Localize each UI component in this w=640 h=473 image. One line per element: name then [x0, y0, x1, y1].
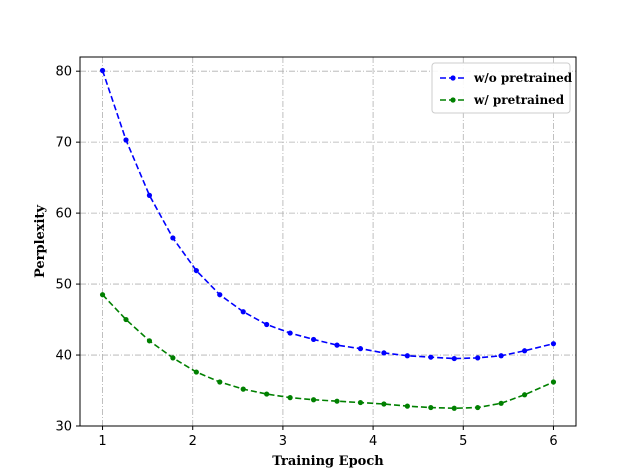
data-point — [240, 386, 246, 392]
series-w-o-pretrained — [99, 67, 557, 362]
y-tick-label: 30 — [55, 420, 72, 435]
data-point — [123, 137, 129, 143]
data-point — [357, 399, 364, 406]
data-point — [521, 348, 528, 354]
x-tick-label: 5 — [459, 434, 467, 449]
data-point — [264, 391, 270, 397]
legend-box — [431, 62, 571, 114]
data-point — [123, 316, 129, 323]
data-point — [146, 338, 153, 344]
x-tick-label: 2 — [189, 434, 197, 449]
data-point — [99, 292, 106, 298]
data-point — [193, 369, 199, 375]
legend: w/o pretrained w/ pretrained — [431, 62, 573, 114]
data-point — [475, 404, 481, 411]
data-point — [217, 379, 223, 385]
legend-swatch-marker — [450, 97, 456, 103]
series-line — [101, 294, 554, 410]
y-tick-label: 50 — [55, 278, 72, 293]
y-tick-label: 70 — [55, 136, 72, 151]
data-point — [451, 355, 457, 362]
x-axis-title: Training Epoch — [272, 454, 384, 469]
series-layer — [99, 67, 557, 411]
data-point — [428, 354, 434, 360]
data-point — [334, 398, 340, 404]
data-point — [381, 350, 387, 356]
legend-label: w/ pretrained — [473, 93, 565, 107]
data-point — [217, 292, 223, 298]
y-tick-label: 40 — [55, 349, 72, 364]
legend-label: w/o pretrained — [473, 71, 573, 85]
data-point — [287, 395, 293, 401]
data-point — [381, 401, 387, 407]
data-point — [404, 403, 410, 409]
data-point — [264, 321, 270, 328]
data-point — [310, 336, 317, 343]
x-tick-label: 6 — [549, 434, 557, 449]
data-point — [193, 267, 199, 274]
data-point — [451, 405, 457, 411]
x-tick-label: 1 — [98, 434, 106, 449]
legend-swatch-marker — [450, 75, 456, 81]
data-point — [146, 192, 153, 198]
series-line — [101, 70, 554, 360]
data-point — [357, 346, 364, 352]
legend-item-w-o-pretrained: w/o pretrained — [440, 71, 573, 85]
data-point — [310, 397, 317, 403]
data-point — [404, 353, 410, 359]
legend-item-w-pretrained: w/ pretrained — [440, 93, 565, 107]
data-point — [240, 309, 246, 315]
plot-frame — [79, 56, 577, 427]
x-tick-label: 4 — [369, 434, 377, 449]
axis-ticks: 1 2 3 4 5 6 30 40 50 60 70 80 — [55, 65, 557, 449]
y-tick-label: 80 — [55, 65, 72, 80]
data-point — [428, 404, 434, 411]
data-point — [498, 353, 504, 359]
data-point — [334, 342, 340, 348]
data-point — [475, 355, 481, 361]
data-point — [550, 379, 557, 385]
series-w-pretrained — [99, 292, 557, 411]
y-axis-title: Perplexity — [33, 205, 48, 279]
y-tick-label: 60 — [55, 207, 72, 222]
data-point — [99, 67, 106, 74]
data-point — [498, 400, 504, 406]
data-point — [287, 330, 293, 336]
data-point — [170, 355, 176, 361]
data-point — [521, 392, 528, 398]
x-tick-label: 3 — [279, 434, 287, 449]
data-point — [170, 235, 176, 241]
data-point — [550, 341, 557, 347]
